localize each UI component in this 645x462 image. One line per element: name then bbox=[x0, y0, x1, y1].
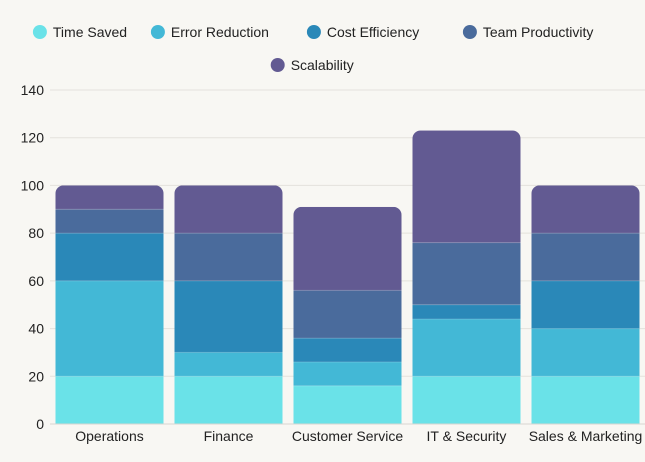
bar-segment-time-saved[interactable] bbox=[55, 376, 164, 424]
legend-swatch bbox=[150, 25, 165, 39]
bar-stack bbox=[531, 185, 640, 424]
bar-segment-scalability[interactable] bbox=[293, 206, 402, 291]
bar-stack bbox=[174, 185, 283, 424]
bar-segment-team-productivity[interactable] bbox=[531, 233, 640, 281]
x-tick-label: Sales & Marketing bbox=[529, 428, 643, 444]
bar-segment-time-saved[interactable] bbox=[531, 376, 640, 424]
bar-segment-time-saved[interactable] bbox=[412, 376, 521, 424]
y-tick-label: 120 bbox=[21, 130, 45, 146]
y-tick-label: 20 bbox=[28, 368, 44, 384]
bar-segment-cost-efficiency[interactable] bbox=[531, 280, 640, 329]
bar-stack bbox=[293, 206, 402, 424]
bar-segment-cost-efficiency[interactable] bbox=[55, 233, 164, 281]
bar-segment-scalability[interactable] bbox=[55, 185, 164, 210]
bar-stack bbox=[55, 185, 164, 424]
x-tick-label: Operations bbox=[75, 428, 143, 444]
legend-label: Error Reduction bbox=[171, 24, 269, 40]
legend-swatch bbox=[32, 25, 47, 39]
axes: 0 20 40 60 80 100 120 140 Operations Finance Custo… bbox=[21, 82, 645, 444]
legend-item[interactable]: Cost Efficiency bbox=[306, 24, 419, 40]
bar-segment-cost-efficiency[interactable] bbox=[293, 338, 402, 362]
y-tick-label: 60 bbox=[28, 273, 44, 289]
legend-item[interactable]: Scalability bbox=[270, 57, 354, 73]
x-tick-label: IT & Security bbox=[427, 428, 507, 444]
bar-segment-error-reduction[interactable] bbox=[531, 328, 640, 377]
bar-segment-error-reduction[interactable] bbox=[174, 352, 283, 377]
legend-item[interactable]: Time Saved bbox=[32, 24, 127, 40]
legend-swatch bbox=[270, 58, 285, 72]
legend-label: Team Productivity bbox=[483, 24, 593, 40]
y-tick-label: 0 bbox=[36, 416, 44, 432]
y-tick-label: 80 bbox=[28, 225, 44, 241]
legend-label: Scalability bbox=[291, 57, 354, 73]
legend-swatch bbox=[462, 25, 477, 39]
bar-segment-time-saved[interactable] bbox=[174, 376, 283, 424]
legend: Time Saved Error Reduction Cost Efficiency… bbox=[32, 24, 593, 73]
x-tick-label: Finance bbox=[204, 428, 254, 444]
bar-segment-error-reduction[interactable] bbox=[55, 280, 164, 377]
bar-segment-scalability[interactable] bbox=[531, 185, 640, 234]
bar-segment-team-productivity[interactable] bbox=[293, 290, 402, 339]
bar-segment-time-saved[interactable] bbox=[293, 385, 402, 424]
bar-segment-cost-efficiency[interactable] bbox=[412, 304, 521, 320]
bar-segment-scalability[interactable] bbox=[174, 185, 283, 234]
bar-stack bbox=[412, 130, 521, 424]
y-tick-label: 140 bbox=[21, 82, 45, 98]
legend-swatch bbox=[306, 25, 321, 39]
bar-segment-cost-efficiency[interactable] bbox=[174, 280, 283, 353]
bar-segment-error-reduction[interactable] bbox=[412, 319, 521, 377]
legend-item[interactable]: Team Productivity bbox=[462, 24, 593, 40]
legend-label: Time Saved bbox=[53, 24, 127, 40]
y-tick-label: 40 bbox=[28, 321, 44, 337]
bar-segment-error-reduction[interactable] bbox=[293, 361, 402, 386]
x-tick-label: Customer Service bbox=[292, 428, 403, 444]
bar-segment-team-productivity[interactable] bbox=[55, 209, 164, 234]
legend-item[interactable]: Error Reduction bbox=[150, 24, 269, 40]
bars bbox=[55, 130, 640, 424]
bar-segment-team-productivity[interactable] bbox=[174, 233, 283, 281]
bar-segment-scalability[interactable] bbox=[412, 130, 521, 243]
y-tick-label: 100 bbox=[21, 177, 45, 193]
legend-label: Cost Efficiency bbox=[327, 24, 419, 40]
bar-segment-team-productivity[interactable] bbox=[412, 242, 521, 305]
